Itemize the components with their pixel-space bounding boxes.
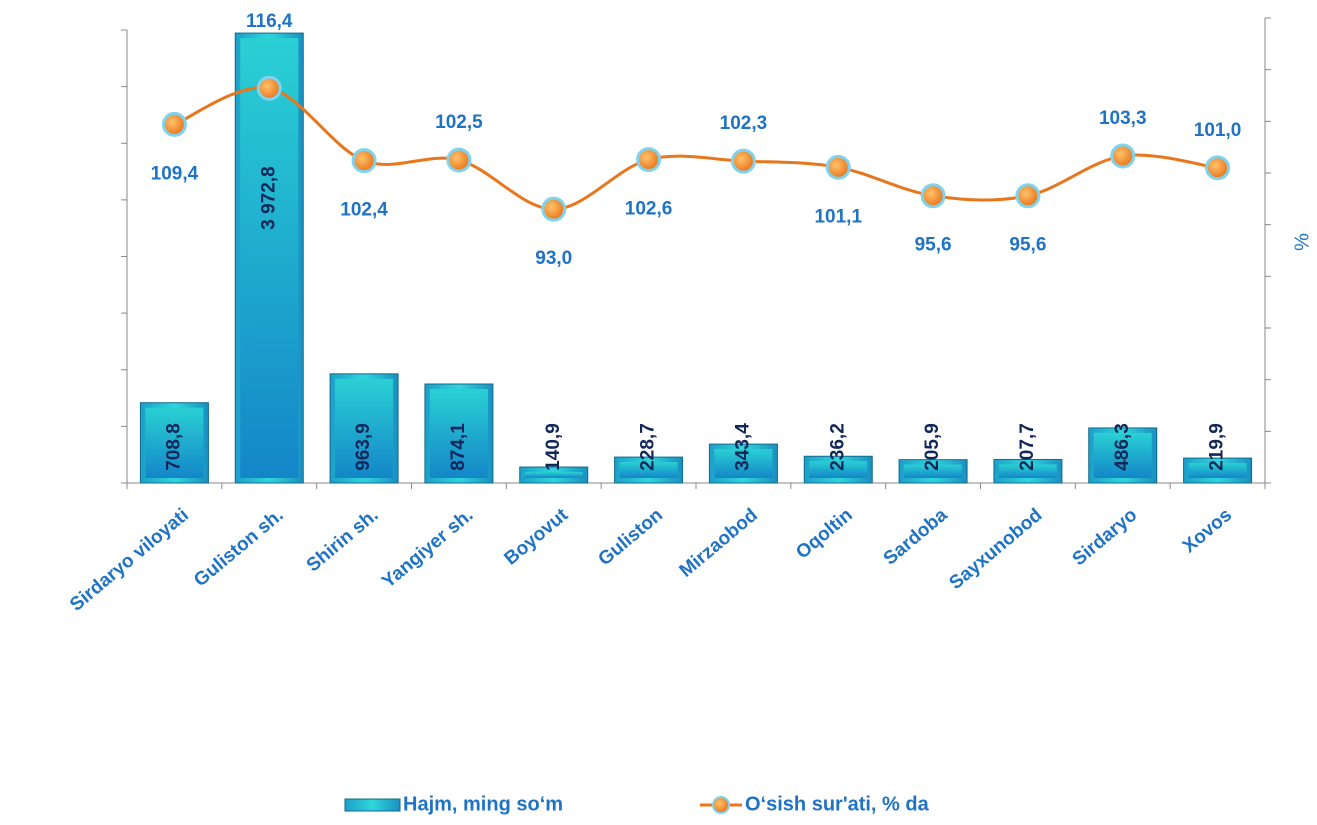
- x-tick-label: Oqoltin: [792, 505, 856, 564]
- x-tick-label: Sirdaryo: [1069, 505, 1142, 571]
- x-tick-label: Sardoba: [880, 504, 952, 569]
- bar-face: [619, 462, 678, 478]
- line-marker: [920, 183, 946, 209]
- line-marker: [256, 75, 282, 101]
- line-marker: [636, 147, 662, 173]
- x-tick-label: Guliston: [594, 505, 667, 571]
- bar-value-label: 236,2: [827, 423, 848, 471]
- bar-value-label: 343,4: [732, 423, 753, 471]
- line-value-label: 102,4: [340, 200, 388, 221]
- legend-label: Hajm, ming so‘m: [403, 793, 563, 815]
- line-value-label: 95,6: [1009, 235, 1046, 256]
- legend-swatch: [712, 796, 730, 814]
- x-tick-label: Boyovut: [500, 504, 572, 569]
- bar-value-label: 708,8: [163, 423, 184, 471]
- bar-face: [1093, 432, 1152, 478]
- y2-axis-label: %: [1291, 233, 1313, 251]
- line-value-label: 116,4: [246, 11, 293, 32]
- x-tick-label: Sayxunobod: [946, 505, 1047, 594]
- bar-value-label: 219,9: [1207, 423, 1228, 471]
- line-value-label: 103,3: [1099, 108, 1147, 129]
- line-marker: [1205, 155, 1231, 181]
- line-marker: [351, 148, 377, 174]
- legend-label: O‘sish sur'ati, % da: [745, 793, 930, 815]
- x-tick-label: Sirdaryo viloyati: [66, 505, 193, 616]
- bar-face: [145, 407, 204, 478]
- bar-face: [809, 461, 868, 478]
- x-tick-label: Mirzaobod: [676, 505, 762, 582]
- bar-value-label: 963,9: [353, 423, 374, 471]
- bar-face: [998, 464, 1057, 478]
- line-value-label: 102,6: [625, 199, 673, 220]
- x-tick-label: Shirin sh.: [303, 505, 383, 577]
- line-value-label: 101,1: [814, 206, 862, 227]
- line-marker: [161, 111, 187, 137]
- line: [173, 86, 1218, 211]
- bar-value-label: 207,7: [1017, 423, 1038, 471]
- x-tick-label: Guliston sh.: [190, 505, 288, 592]
- line-marker: [541, 196, 567, 222]
- bar-face: [429, 389, 488, 478]
- line-value-label: 95,6: [915, 235, 952, 256]
- bar-value-label: 486,3: [1112, 423, 1133, 471]
- bar-value-label: 205,9: [922, 423, 943, 471]
- line-marker: [730, 148, 756, 174]
- bar-face: [1188, 463, 1247, 478]
- line-value-label: 101,0: [1194, 120, 1242, 141]
- bar-value-label: 874,1: [448, 423, 469, 471]
- bar-face: [904, 464, 963, 478]
- line-value-label: 109,4: [151, 163, 199, 184]
- x-tick-label: Xovos: [1179, 505, 1236, 558]
- bar-face: [714, 449, 773, 478]
- line-value-label: 93,0: [535, 248, 572, 269]
- bar-value-label: 3 972,8: [258, 166, 279, 229]
- line-marker: [825, 154, 851, 180]
- line-value-label: 102,3: [720, 113, 768, 134]
- line-marker: [1110, 143, 1136, 169]
- x-tick-label: Yangiyer sh.: [378, 505, 477, 593]
- bar-face: [335, 378, 394, 478]
- bar-face: [240, 38, 299, 479]
- line-marker: [1015, 183, 1041, 209]
- bar-value-label: 140,9: [543, 423, 564, 471]
- bar-value-label: 228,7: [638, 423, 659, 471]
- line-value-label: 102,5: [435, 112, 483, 133]
- line-marker: [446, 147, 472, 173]
- bar-face: [524, 472, 583, 478]
- legend-swatch: [344, 798, 401, 812]
